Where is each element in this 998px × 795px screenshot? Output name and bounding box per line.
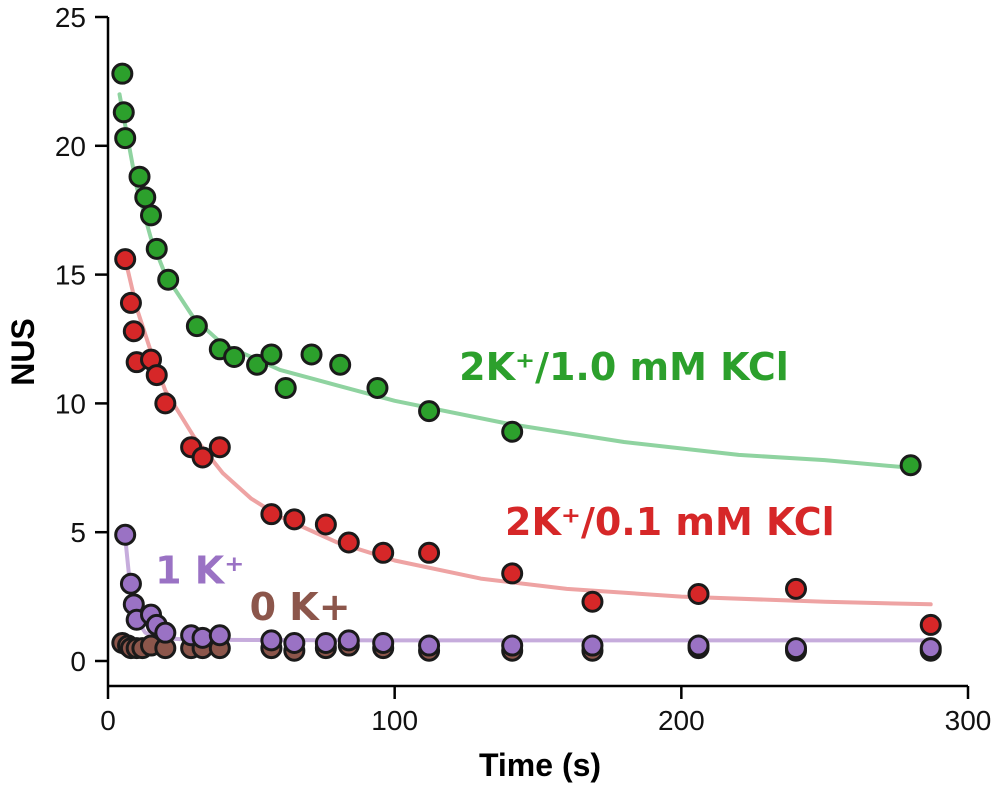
y-tick-label: 5	[70, 517, 86, 548]
data-point-series-2	[501, 634, 524, 657]
data-point-series-2	[337, 629, 360, 652]
series-label: 0 K+	[250, 585, 351, 629]
data-point-series-0	[185, 315, 208, 338]
data-point-series-0	[111, 62, 134, 85]
x-ticks: 0 100 200 300	[100, 686, 991, 736]
data-point-series-1	[418, 541, 441, 564]
data-point-series-0	[134, 186, 157, 209]
data-point-series-1	[283, 508, 306, 531]
data-point-series-0	[260, 343, 283, 366]
data-point-series-1	[154, 392, 177, 415]
fit-curve-0	[117, 92, 913, 470]
data-point-series-1	[191, 446, 214, 469]
data-point-series-0	[329, 353, 352, 376]
data-point-series-2	[283, 631, 306, 654]
data-point-series-0	[112, 101, 135, 124]
series-label: 2K⁺/0.1 mM KCl	[505, 500, 835, 544]
data-point-series-0	[418, 400, 441, 423]
data-point-series-1	[260, 503, 283, 526]
x-tick-label: 200	[658, 705, 705, 736]
data-point-series-2	[114, 523, 137, 546]
fit-curve-1	[123, 257, 933, 607]
x-tick-label: 0	[100, 705, 116, 736]
y-tick-label: 0	[70, 646, 86, 677]
data-point-series-0	[899, 454, 922, 477]
data-point-series-1	[145, 364, 168, 387]
data-point-series-0	[246, 353, 269, 376]
data-point-series-1	[119, 291, 142, 314]
y-axis-title: NUS	[5, 318, 41, 386]
data-point-series-1	[337, 531, 360, 554]
series-labels: 2K⁺/1.0 mM KCl 2K⁺/0.1 mM KCl 1 K⁺0 K+	[155, 345, 835, 629]
data-point-series-0	[157, 268, 180, 291]
data-point-series-0	[501, 420, 524, 443]
data-point-series-0	[145, 237, 168, 260]
series-label: 1 K⁺	[155, 549, 244, 593]
data-point-series-2	[314, 631, 337, 654]
data-point-series-2	[687, 634, 710, 657]
data-point-series-0	[128, 165, 151, 188]
data-point-series-1	[372, 541, 395, 564]
data-point-series-1	[581, 590, 604, 613]
data-point-series-2	[372, 631, 395, 654]
data-point-series-2	[208, 624, 231, 647]
data-point-series-0	[223, 346, 246, 369]
data-point-series-1	[208, 436, 231, 459]
data-point-series-0	[300, 343, 323, 366]
x-tick-label: 100	[371, 705, 418, 736]
data-point-series-1	[919, 613, 942, 636]
data-point-series-0	[114, 127, 137, 150]
data-point-series-2	[260, 629, 283, 652]
data-point-series-1	[122, 320, 145, 343]
data-point-series-1	[501, 562, 524, 585]
series-label: 2K⁺/1.0 mM KCl	[459, 345, 789, 389]
data-point-series-2	[785, 637, 807, 660]
data-point-series-1	[314, 513, 337, 536]
y-tick-label: 25	[55, 2, 86, 33]
data-point-series-2	[581, 634, 604, 657]
y-tick-label: 15	[55, 260, 86, 291]
x-axis-title: Time (s)	[479, 747, 601, 783]
data-point-series-0	[140, 204, 162, 227]
data-point-series-2	[154, 621, 177, 644]
y-tick-label: 10	[55, 388, 86, 419]
data-point-series-1	[114, 248, 137, 271]
data-point-series-0	[274, 376, 297, 399]
data-points	[111, 62, 942, 662]
data-point-series-2	[418, 634, 441, 657]
data-point-series-1	[687, 583, 710, 606]
axes	[106, 17, 968, 688]
y-ticks: 0 5 10 15 20 25	[55, 2, 108, 677]
data-point-series-1	[785, 577, 807, 600]
fit-curve-2	[123, 535, 933, 643]
x-tick-label: 300	[945, 705, 992, 736]
data-point-series-2	[119, 572, 142, 595]
y-tick-label: 20	[55, 131, 86, 162]
data-point-series-2	[919, 637, 942, 660]
data-point-series-0	[366, 376, 389, 399]
